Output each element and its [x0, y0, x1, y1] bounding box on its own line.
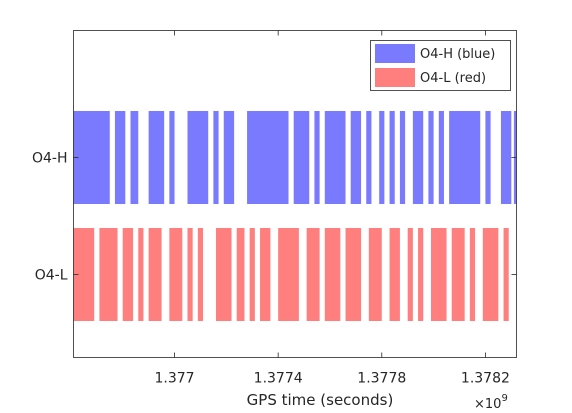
- segment-o4-l-3: [138, 228, 144, 321]
- segment-o4-l-18: [407, 228, 413, 321]
- x-axis-label: GPS time (seconds): [247, 391, 394, 409]
- segment-o4-l-8: [215, 228, 232, 321]
- segment-o4-h-1: [114, 111, 126, 204]
- segment-o4-h-18: [428, 111, 434, 204]
- series-o4-l: [73, 228, 509, 321]
- legend-entry-o4-h: O4-H (blue): [420, 47, 495, 62]
- x-tick-label: 1.377: [154, 371, 194, 387]
- segment-o4-l-11: [260, 228, 271, 321]
- segment-o4-h-14: [379, 111, 385, 204]
- segment-o4-h-8: [247, 111, 289, 204]
- segment-o4-l-23: [482, 228, 499, 321]
- segment-o4-l-17: [389, 228, 400, 321]
- segment-o4-h-11: [324, 111, 346, 204]
- segment-o4-l-7: [197, 228, 204, 321]
- segment-o4-l-2: [122, 228, 134, 321]
- segment-o4-h-16: [399, 111, 406, 204]
- segment-o4-h-22: [500, 111, 512, 204]
- segment-o4-h-15: [389, 111, 395, 204]
- segment-o4-l-12: [278, 228, 299, 321]
- x-axis-exponent: ×109: [474, 393, 508, 412]
- segment-o4-h-5: [187, 111, 209, 204]
- segment-o4-l-5: [169, 228, 183, 321]
- segment-o4-h-12: [350, 111, 362, 204]
- x-axis-ticks: 1.377 1.3774 1.3778 1.3782: [154, 30, 510, 387]
- segment-o4-h-9: [293, 111, 310, 204]
- series-o4-h: [73, 111, 517, 204]
- segment-o4-l-16: [368, 228, 382, 321]
- segment-o4-l-21: [451, 228, 465, 321]
- segment-o4-l-1: [99, 228, 118, 321]
- segment-o4-h-17: [412, 111, 424, 204]
- x-tick-label: 1.3782: [461, 371, 510, 387]
- legend-entry-o4-l: O4-L (red): [420, 71, 486, 86]
- segment-o4-h-20: [449, 111, 481, 204]
- segment-o4-h-7: [223, 111, 235, 204]
- segment-o4-l-13: [306, 228, 320, 321]
- segment-o4-l-9: [236, 228, 245, 321]
- y-tick-label-o4-l: O4-L: [35, 268, 68, 284]
- segment-o4-h-4: [169, 111, 175, 204]
- segment-o4-l-0: [73, 228, 95, 321]
- x-tick-label: 1.3778: [357, 371, 406, 387]
- segment-o4-h-19: [438, 111, 444, 204]
- segment-o4-h-10: [314, 111, 320, 204]
- segment-o4-h-21: [485, 111, 491, 204]
- legend-swatch-o4-l: [375, 68, 415, 87]
- segment-o4-h-6: [213, 111, 219, 204]
- y-tick-label-o4-h: O4-H: [32, 151, 68, 167]
- x-tick-label: 1.3774: [254, 371, 303, 387]
- segment-o4-h-0: [73, 111, 110, 204]
- segment-o4-h-3: [148, 111, 165, 204]
- segment-o4-h-13: [366, 111, 372, 204]
- segment-o4-l-24: [503, 228, 509, 321]
- legend: O4-H (blue) O4-L (red): [370, 40, 511, 91]
- segment-o4-h-2: [130, 111, 139, 204]
- segment-o4-l-22: [469, 228, 476, 321]
- segment-o4-l-20: [431, 228, 447, 321]
- y-axis-ticks: O4-H O4-L: [32, 151, 517, 284]
- segment-o4-l-4: [148, 228, 162, 321]
- segment-o4-l-14: [324, 228, 341, 321]
- segment-o4-l-19: [418, 228, 424, 321]
- legend-swatch-o4-h: [375, 44, 415, 63]
- segment-o4-l-6: [187, 228, 193, 321]
- segments-layer: [73, 111, 517, 321]
- segment-o4-l-15: [345, 228, 362, 321]
- plot-frame: [73, 30, 517, 358]
- segment-o4-l-10: [249, 228, 255, 321]
